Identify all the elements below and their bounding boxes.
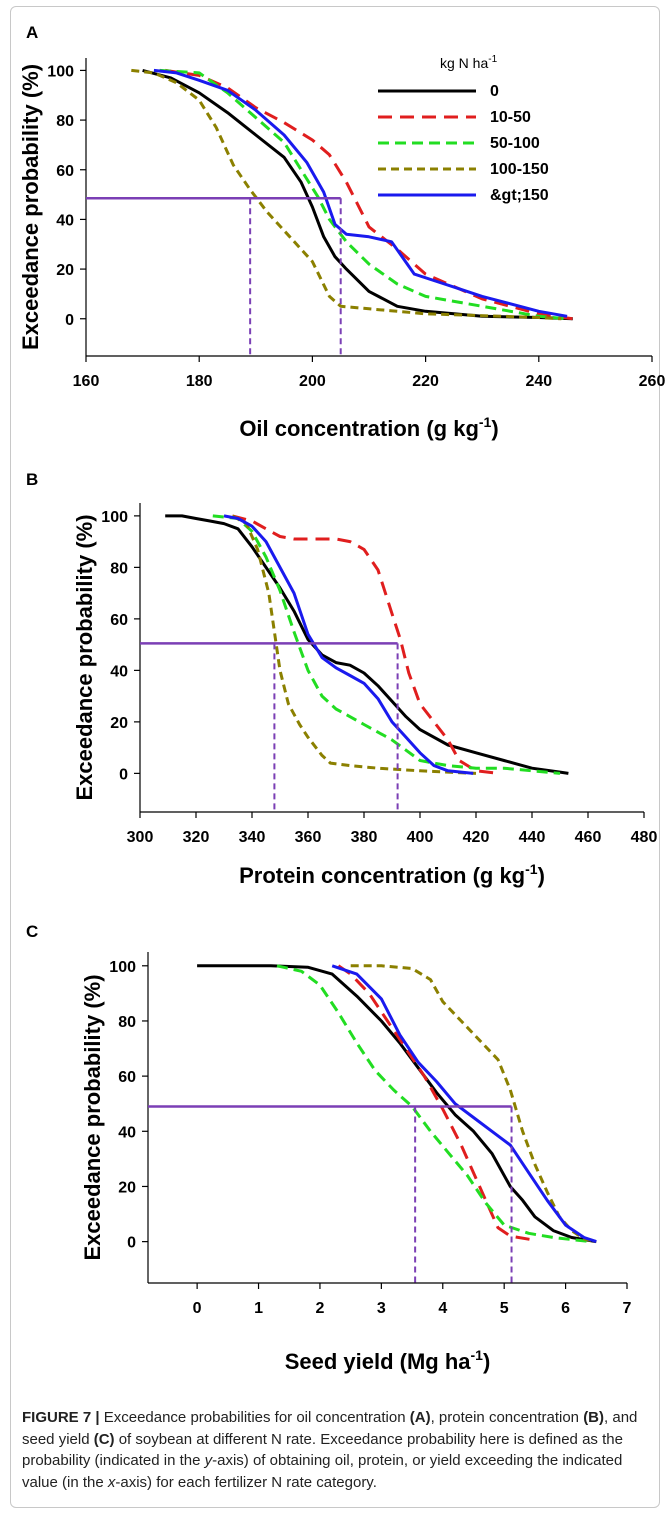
legend-title-sup: -1 bbox=[488, 54, 497, 65]
x-axis-title-main: Oil concentration (g kg bbox=[239, 416, 479, 441]
x-axis-title-main: Protein concentration (g kg bbox=[239, 863, 525, 888]
series-line-10-50 bbox=[164, 68, 574, 321]
y-tick-label: 40 bbox=[118, 1124, 136, 1141]
x-tick-label: 1 bbox=[254, 1300, 263, 1317]
x-tick-label: 0 bbox=[193, 1300, 202, 1317]
series-line-10-50 bbox=[337, 964, 536, 1242]
y-tick-label: 40 bbox=[56, 212, 74, 229]
caption-panel-b: (B) bbox=[583, 1409, 605, 1426]
caption-text-6: -axis) for each fertilizer N rate catego… bbox=[115, 1473, 377, 1491]
legend-label: 10-50 bbox=[490, 109, 531, 126]
y-axis-title: Exceedance probability (%) bbox=[18, 64, 43, 350]
caption-text-1: Exceedance probabilities for oil concent… bbox=[103, 1409, 406, 1426]
series-line-50-100 bbox=[159, 68, 568, 321]
series-line-&gt;150 bbox=[331, 964, 597, 1244]
x-tick-label: 400 bbox=[407, 829, 434, 846]
panel-letter: A bbox=[26, 23, 38, 42]
x-tick-label: 460 bbox=[575, 829, 602, 846]
x-tick-label: 6 bbox=[561, 1300, 570, 1317]
y-tick-label: 80 bbox=[56, 113, 74, 130]
y-tick-label: 0 bbox=[127, 1235, 136, 1252]
caption-label: FIGURE 7 | bbox=[22, 1409, 100, 1426]
panel-letter: C bbox=[26, 922, 38, 941]
x-tick-label: 200 bbox=[299, 373, 326, 390]
series-line-0 bbox=[197, 964, 597, 1244]
y-tick-label: 0 bbox=[119, 766, 128, 783]
x-tick-label: 3 bbox=[377, 1300, 386, 1317]
caption-text-5: -axis) of obtaining oil, protein, or yie… bbox=[22, 1452, 623, 1491]
series-line-100-150 bbox=[131, 68, 562, 321]
x-tick-label: 5 bbox=[500, 1300, 509, 1317]
legend-label: 50-100 bbox=[490, 135, 540, 152]
x-tick-label: 480 bbox=[631, 829, 658, 846]
y-tick-label: 20 bbox=[56, 262, 74, 279]
legend-title: kg N ha-1 bbox=[440, 54, 498, 71]
caption-text-4: of soybean at different N rate. Exceedan… bbox=[22, 1430, 623, 1470]
series-line-100-150 bbox=[350, 964, 597, 1244]
x-tick-label: 7 bbox=[623, 1300, 632, 1317]
y-tick-label: 100 bbox=[47, 63, 74, 80]
legend: kg N ha-1 0 10-50 50-100 100-150&gt;150 bbox=[378, 54, 549, 204]
x-tick-label: 420 bbox=[463, 829, 490, 846]
x-tick-label: 2 bbox=[315, 1300, 324, 1317]
y-tick-label: 100 bbox=[109, 959, 136, 976]
caption-panel-c: (C) bbox=[93, 1430, 115, 1448]
x-axis-title-sup: -1 bbox=[479, 414, 492, 430]
x-axis-title: Protein concentration (g kg-1) bbox=[239, 861, 545, 888]
series-line-10-50 bbox=[232, 514, 499, 775]
y-tick-label: 20 bbox=[118, 1179, 136, 1196]
x-tick-label: 4 bbox=[438, 1300, 447, 1317]
y-tick-label: 0 bbox=[65, 312, 74, 329]
chart-panel-a: A 0 20 40 60 80 100 160 180 200 220 240 260 Exceedanc… bbox=[18, 23, 665, 441]
x-tick-label: 440 bbox=[519, 829, 546, 846]
x-axis-title-main: Seed yield (Mg ha bbox=[285, 1349, 472, 1374]
series-line-100-150 bbox=[231, 514, 477, 775]
series-line-0 bbox=[165, 514, 569, 775]
y-tick-label: 60 bbox=[56, 163, 74, 180]
x-tick-label: 340 bbox=[239, 829, 266, 846]
series-line-50-100 bbox=[212, 514, 561, 775]
figure-caption: FIGURE 7 | Exceedance probabilities for … bbox=[22, 1407, 646, 1493]
x-axis-title-end: ) bbox=[491, 416, 498, 441]
y-tick-label: 60 bbox=[118, 1069, 136, 1086]
x-axis-title-sup: -1 bbox=[471, 1347, 484, 1363]
x-axis-title: Seed yield (Mg ha-1) bbox=[285, 1347, 491, 1374]
legend-title-main: kg N ha bbox=[440, 55, 488, 71]
x-tick-label: 160 bbox=[73, 373, 100, 390]
caption-text-2: , protein concentration bbox=[430, 1409, 580, 1426]
x-tick-label: 320 bbox=[183, 829, 210, 846]
series-line-50-100 bbox=[276, 964, 591, 1244]
y-axis-title: Exceedance probability (%) bbox=[80, 974, 105, 1260]
x-tick-label: 300 bbox=[127, 829, 154, 846]
x-axis-title-end: ) bbox=[538, 863, 545, 888]
x-axis-title-end: ) bbox=[483, 1349, 490, 1374]
x-axis-title: Oil concentration (g kg-1) bbox=[239, 414, 498, 441]
caption-panel-a: (A) bbox=[409, 1409, 431, 1426]
x-axis-title-sup: -1 bbox=[525, 861, 538, 877]
y-tick-label: 100 bbox=[101, 509, 128, 526]
x-tick-label: 260 bbox=[639, 373, 666, 390]
x-tick-label: 240 bbox=[525, 373, 552, 390]
y-tick-label: 40 bbox=[110, 663, 128, 680]
legend-label: &gt;150 bbox=[490, 187, 549, 204]
x-tick-label: 360 bbox=[295, 829, 322, 846]
chart-panel-b: B 0 20 40 60 80 100 300 320 340 360 380 400 420 440 460… bbox=[26, 470, 657, 888]
caption-y-italic: y bbox=[204, 1452, 213, 1469]
y-tick-label: 80 bbox=[118, 1014, 136, 1031]
y-tick-label: 60 bbox=[110, 612, 128, 629]
caption-text-3: , and seed yield bbox=[22, 1409, 638, 1448]
y-tick-label: 80 bbox=[110, 560, 128, 577]
x-tick-label: 220 bbox=[412, 373, 439, 390]
x-tick-label: 180 bbox=[186, 373, 213, 390]
series-line-&gt;150 bbox=[223, 514, 474, 775]
y-axis-title: Exceedance probability (%) bbox=[72, 514, 97, 800]
y-tick-label: 20 bbox=[110, 715, 128, 732]
x-tick-label: 380 bbox=[351, 829, 378, 846]
legend-label: 100-150 bbox=[490, 161, 549, 178]
chart-panel-c: C 0 20 40 60 80 100 0 1 2 3 4 5 6 7 Exceedance probabil… bbox=[26, 922, 632, 1374]
caption-x-italic: x bbox=[107, 1473, 116, 1491]
panel-letter: B bbox=[26, 470, 38, 489]
legend-label: 0 bbox=[490, 83, 499, 100]
